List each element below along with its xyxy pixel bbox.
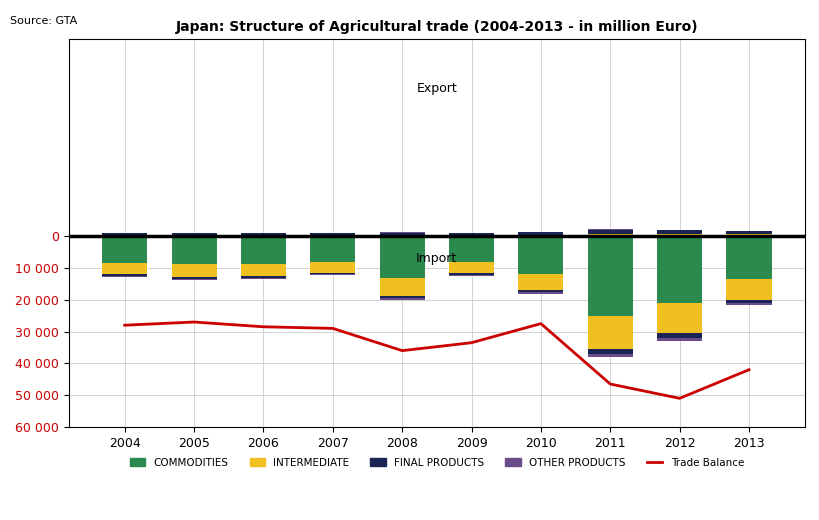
Bar — [587, 349, 632, 354]
Bar — [449, 262, 494, 273]
Bar — [518, 236, 563, 275]
Bar — [518, 275, 563, 290]
Bar — [587, 229, 632, 230]
Bar — [102, 263, 147, 275]
Bar — [518, 235, 563, 236]
Bar — [449, 273, 494, 275]
Bar — [726, 231, 771, 235]
Bar — [310, 233, 355, 235]
Bar — [379, 236, 424, 278]
Bar — [587, 236, 632, 316]
Bar — [518, 290, 563, 292]
Text: Export: Export — [416, 82, 457, 95]
Bar — [171, 279, 216, 280]
Bar — [656, 333, 701, 338]
Bar — [241, 233, 286, 235]
Bar — [241, 264, 286, 276]
Bar — [726, 230, 771, 231]
Bar — [518, 232, 563, 235]
Title: Japan: Structure of Agricultural trade (2004-2013 - in million Euro): Japan: Structure of Agricultural trade (… — [175, 20, 697, 34]
Bar — [102, 276, 147, 277]
Bar — [726, 303, 771, 305]
Bar — [310, 275, 355, 276]
Bar — [171, 233, 216, 235]
Bar — [656, 235, 701, 236]
Bar — [379, 233, 424, 235]
Bar — [449, 275, 494, 276]
Bar — [656, 236, 701, 303]
Bar — [379, 278, 424, 296]
Bar — [171, 236, 216, 265]
Bar — [587, 230, 632, 234]
Bar — [241, 235, 286, 236]
Bar — [171, 277, 216, 279]
Bar — [726, 235, 771, 236]
Bar — [449, 236, 494, 262]
Text: Import: Import — [416, 252, 457, 265]
Bar — [587, 354, 632, 357]
Bar — [171, 265, 216, 277]
Bar — [587, 234, 632, 235]
Legend: COMMODITIES, INTERMEDIATE, FINAL PRODUCTS, OTHER PRODUCTS, Trade Balance: COMMODITIES, INTERMEDIATE, FINAL PRODUCT… — [125, 454, 747, 472]
Bar — [726, 279, 771, 300]
Bar — [241, 236, 286, 264]
Bar — [379, 296, 424, 298]
Bar — [656, 234, 701, 235]
Bar — [656, 303, 701, 333]
Bar — [518, 292, 563, 294]
Bar — [102, 275, 147, 276]
Bar — [241, 278, 286, 279]
Bar — [241, 276, 286, 278]
Text: Source: GTA: Source: GTA — [10, 16, 77, 26]
Bar — [587, 316, 632, 349]
Bar — [310, 272, 355, 275]
Bar — [310, 236, 355, 262]
Bar — [449, 233, 494, 235]
Bar — [726, 300, 771, 303]
Bar — [726, 236, 771, 279]
Bar — [656, 230, 701, 234]
Bar — [587, 235, 632, 236]
Bar — [102, 233, 147, 235]
Bar — [379, 235, 424, 236]
Bar — [656, 338, 701, 341]
Bar — [102, 236, 147, 263]
Bar — [310, 262, 355, 272]
Bar — [379, 298, 424, 300]
